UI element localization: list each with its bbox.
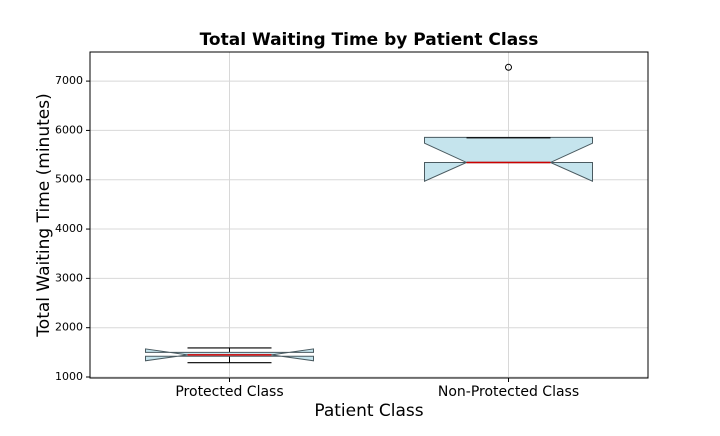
y-tick-label: 7000 — [55, 74, 83, 87]
y-tick-label: 2000 — [55, 321, 83, 334]
y-tick-label: 4000 — [55, 222, 83, 235]
y-tick-label: 1000 — [55, 370, 83, 383]
x-axis-label: Patient Class — [314, 401, 423, 421]
y-tick-label: 5000 — [55, 173, 83, 186]
box — [424, 136, 593, 182]
plot-frame — [89, 51, 649, 379]
y-axis-label: Total Waiting Time (minutes) — [34, 93, 54, 337]
x-tick-label: Protected Class — [175, 384, 283, 400]
y-tick-label: 3000 — [55, 271, 83, 284]
chart-title: Total Waiting Time by Patient Class — [200, 30, 539, 50]
y-tick-label: 6000 — [55, 123, 83, 136]
outlier — [505, 63, 512, 71]
x-tick-label: Non-Protected Class — [438, 384, 579, 400]
